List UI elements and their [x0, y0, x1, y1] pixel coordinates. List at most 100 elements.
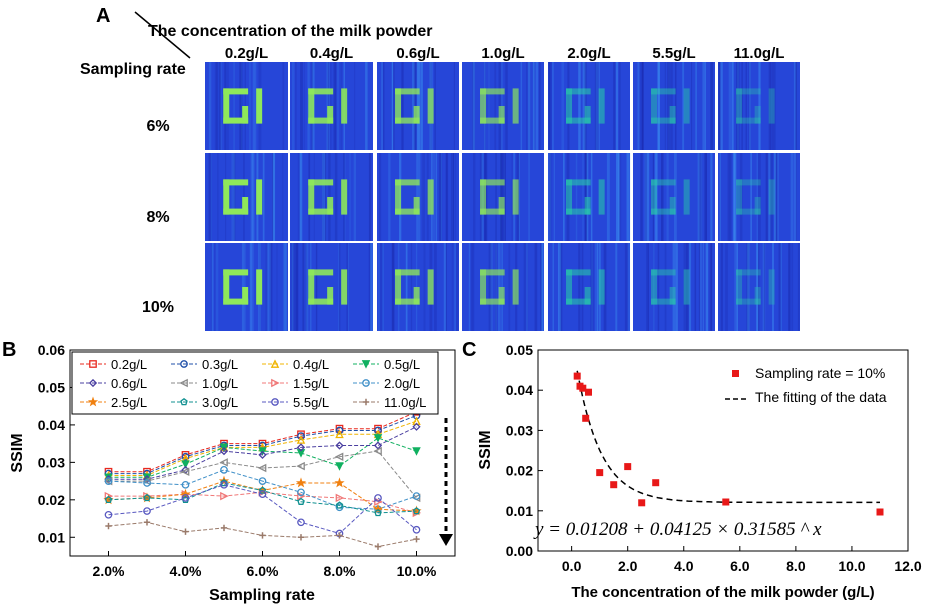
panel-b-line-chart: B 0.01 0.02 0.03 0.04 0.05 0.06 2.0% 4.0% 6.0% 8… — [2, 339, 456, 604]
scatter-point — [596, 469, 604, 477]
data-point — [335, 501, 344, 509]
data-point — [105, 522, 112, 530]
sampling-rate-label: 10% — [142, 299, 174, 316]
panel-c-plot-frame — [537, 349, 909, 552]
reconstructed-image-cell — [548, 62, 630, 150]
data-point — [296, 461, 305, 471]
data-point — [295, 477, 307, 488]
panel-c-letter: C — [462, 339, 476, 361]
data-point — [220, 466, 228, 474]
data-point — [258, 490, 267, 499]
data-point — [335, 441, 344, 450]
panel-b-letter: B — [2, 339, 16, 361]
data-point — [89, 360, 97, 368]
data-point — [297, 432, 305, 440]
data-point — [143, 479, 151, 487]
legend-scatter-label: Sampling rate = 10% — [755, 365, 885, 381]
panel-b-x-axis-label: Sampling rate — [209, 587, 315, 604]
reconstructed-image-cell — [205, 62, 288, 150]
concentration-label: 2.0g/L — [567, 45, 610, 62]
x-tick-label: 4.0% — [170, 563, 202, 579]
data-point — [220, 491, 229, 501]
data-point — [181, 480, 190, 489]
legend-label: 1.5g/L — [293, 376, 329, 391]
data-point — [412, 525, 421, 534]
data-point — [297, 534, 305, 541]
sampling-rate-label: 6% — [146, 118, 169, 135]
legend-label: 11.0g/L — [384, 395, 426, 410]
legend-label: 0.6g/L — [111, 376, 147, 391]
reconstructed-image-cell — [290, 62, 373, 150]
x-tick-label: 10.0% — [397, 563, 437, 579]
panel-c-y-axis-label: SSIM — [477, 430, 494, 469]
reconstructed-image-cell — [633, 62, 715, 150]
panel-a-letter: A — [96, 5, 110, 27]
data-point — [179, 378, 188, 388]
legend-label: 0.5g/L — [384, 357, 420, 372]
sampling-rate-label: 8% — [146, 209, 169, 226]
data-point — [220, 480, 228, 489]
y-tick-label: 0.03 — [506, 422, 533, 438]
data-point — [258, 486, 267, 494]
data-point — [258, 450, 267, 460]
data-point — [219, 446, 229, 456]
series-5.5g/L — [104, 480, 421, 538]
legend-label: 0.4g/L — [293, 357, 329, 372]
data-point — [143, 493, 151, 502]
data-point — [271, 398, 279, 406]
y-tick-label: 0.02 — [506, 463, 533, 479]
data-point — [335, 429, 344, 439]
data-point — [336, 532, 343, 539]
data-point — [374, 426, 382, 435]
scatter-point — [610, 481, 618, 489]
data-point — [297, 518, 305, 527]
data-point — [270, 359, 280, 368]
data-point — [180, 467, 190, 476]
legend-fit-label: The fitting of the data — [755, 389, 887, 405]
y-tick-label: 0.05 — [38, 379, 65, 395]
panel-c-x-axis-label: The concentration of the milk powder (g/… — [571, 584, 874, 601]
scatter-point — [582, 414, 590, 422]
data-point — [374, 543, 382, 550]
scatter-point — [585, 388, 592, 396]
series-line — [108, 491, 417, 514]
data-point — [87, 396, 99, 407]
legend-label: 0.2g/L — [111, 357, 147, 372]
scatter-point — [573, 372, 581, 380]
concentration-label: 0.2g/L — [225, 45, 268, 62]
series-line — [108, 469, 417, 510]
data-point — [334, 452, 344, 461]
data-point — [374, 508, 382, 517]
scatter-point — [876, 508, 884, 516]
data-point — [412, 447, 421, 456]
data-point — [180, 488, 191, 499]
data-point — [219, 458, 228, 467]
y-tick-label: 0.04 — [506, 382, 533, 398]
x-tick-label: 4.0 — [674, 558, 694, 574]
data-point — [104, 477, 113, 485]
data-point — [180, 397, 188, 406]
panel-c-scatter-chart: C 0.00 0.01 0.02 0.03 0.04 0.05 0.0 2.0 4.0 6.0 8… — [462, 339, 922, 601]
concentration-label: 5.5g/L — [652, 45, 695, 62]
data-point — [412, 492, 421, 500]
data-point — [373, 441, 383, 450]
data-point — [361, 360, 371, 369]
reconstructed-image-cell — [462, 243, 544, 331]
sampling-rate-header: Sampling rate — [80, 61, 186, 78]
data-point — [335, 503, 344, 512]
legend-label: 3.0g/L — [202, 395, 238, 410]
panel-b-y-axis-label: SSIM — [9, 433, 26, 472]
data-point — [335, 426, 344, 435]
x-tick-label: 8.0 — [786, 558, 806, 574]
data-point — [88, 378, 98, 388]
scatter-point — [638, 499, 646, 507]
data-point — [373, 446, 382, 456]
x-tick-label: 6.0 — [730, 558, 750, 574]
scatter-point — [579, 384, 587, 392]
panel-c-legend: Sampling rate = 10% The fitting of the d… — [725, 365, 887, 405]
scatter-point — [722, 498, 730, 506]
data-point — [413, 535, 420, 543]
series-11.0g/L — [105, 519, 420, 550]
data-point — [373, 434, 383, 443]
panel-a-image-grid: A The concentration of the milk powder S… — [80, 5, 800, 331]
